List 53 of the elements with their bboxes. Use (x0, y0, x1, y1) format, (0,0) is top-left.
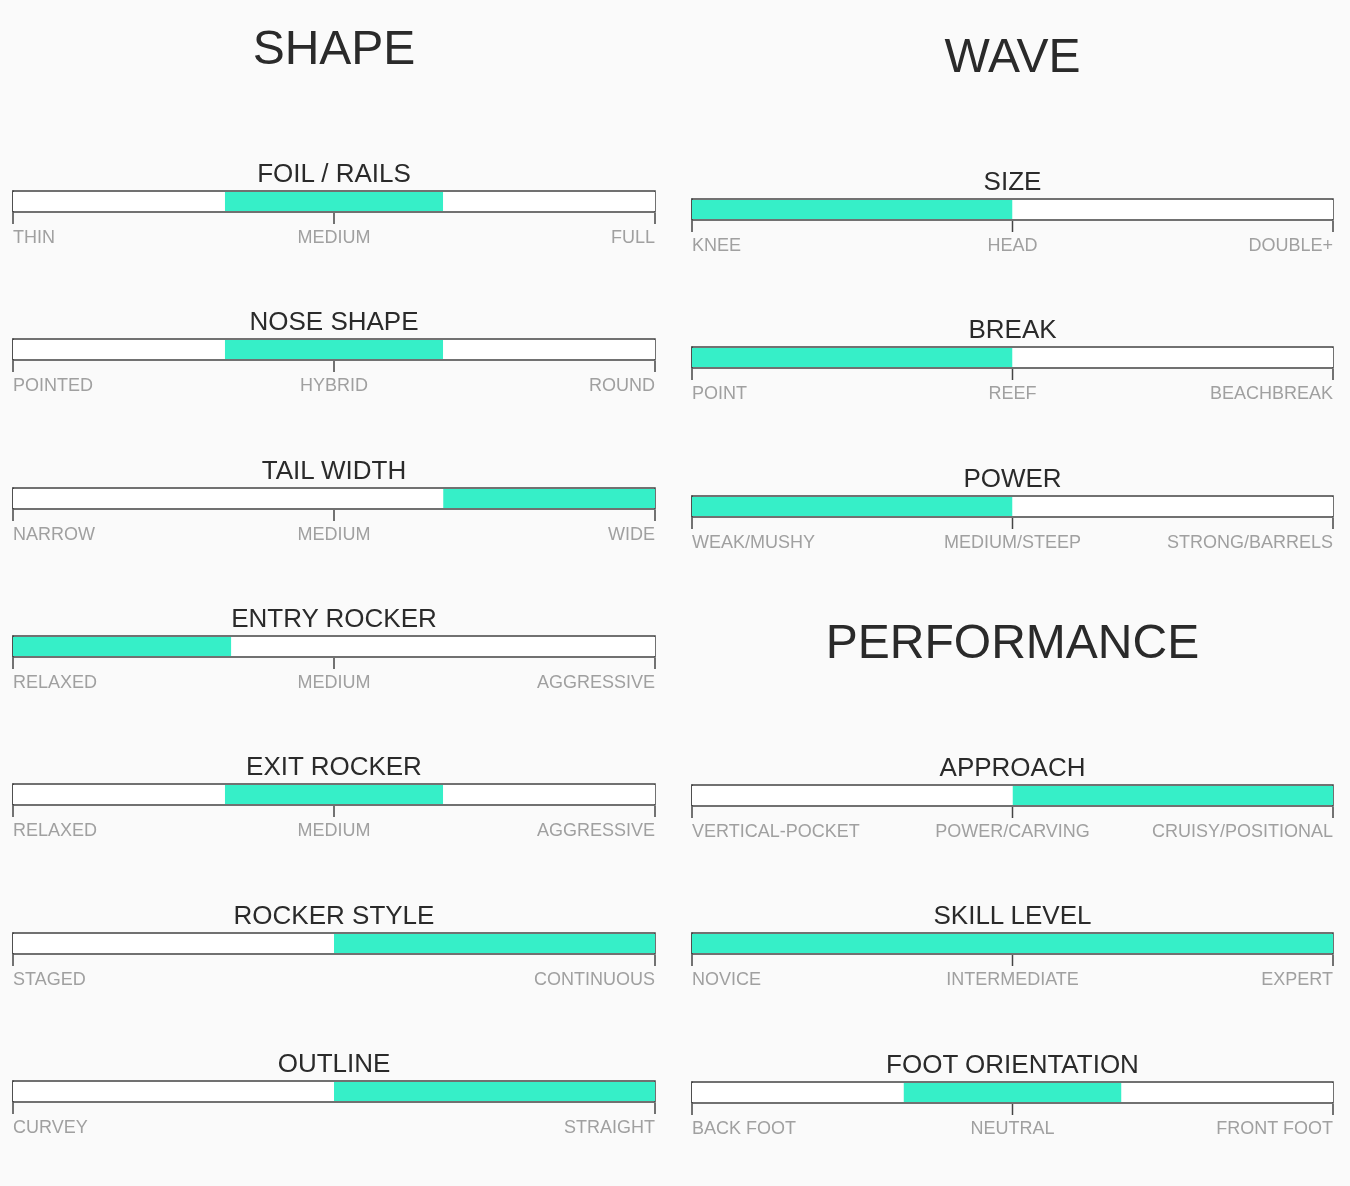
annotation: NEUTRAL (970, 1117, 1055, 1138)
annotation: FRONT FOOT (1216, 1117, 1333, 1138)
text: OUTLINE (277, 1047, 391, 1078)
annotation: POINTED (13, 375, 94, 396)
annotation: MEDIUM (297, 671, 371, 692)
text: ENTRY ROCKER (231, 602, 437, 633)
annotation: HYBRID (299, 375, 369, 396)
text: NOSE SHAPE (249, 306, 419, 337)
annotation: RELAXED (13, 820, 98, 841)
text: SKILL LEVEL (933, 900, 1092, 931)
text: POWER (963, 462, 1062, 493)
text: BREAK (968, 314, 1058, 345)
text: APPROACH (939, 751, 1086, 782)
annotation: INTERMEDIATE (946, 969, 1079, 990)
annotation: WIDE (608, 523, 655, 544)
annotation: KNEE (692, 235, 742, 255)
annotation: STRAIGHT (563, 1116, 655, 1137)
annotation: RELAXED (13, 671, 98, 692)
annotation: CURVEY (13, 1116, 88, 1137)
annotation: STAGED (13, 968, 86, 989)
annotation: STRONG/BARRELS (1166, 531, 1333, 552)
annotation: POINT (692, 383, 748, 404)
annotation: NOVICE (692, 969, 762, 990)
annotation: VERTICAL-POCKET (692, 820, 860, 841)
text: SHAPE (252, 20, 416, 74)
annotation: MEDIUM/STEEP (943, 531, 1082, 552)
annotation: AGGRESSIVE (536, 671, 655, 692)
annotation: ROUND (589, 375, 655, 396)
annotation: FULL (610, 227, 655, 247)
text: ROCKER STYLE (233, 899, 435, 930)
annotation: POWER/CARVING (935, 820, 1090, 841)
text: FOOT ORIENTATION (886, 1048, 1139, 1079)
annotation: CRUISY/POSITIONAL (1151, 820, 1333, 841)
annotation: BEACHBREAK (1209, 383, 1333, 404)
annotation: WEAK/MUSHY (692, 531, 816, 552)
text: PERFORMANCE (825, 614, 1200, 668)
annotation: NARROW (13, 523, 95, 544)
annotation: MEDIUM (297, 820, 371, 841)
annotation: MEDIUM (297, 227, 371, 247)
annotation: HEAD (987, 235, 1038, 255)
text: TAIL WIDTH (261, 454, 407, 485)
annotation: REEF (988, 383, 1037, 404)
annotation: THIN (13, 227, 55, 247)
annotation: EXPERT (1261, 969, 1333, 990)
text: FOIL / RAILS (257, 158, 411, 188)
text: EXIT ROCKER (246, 751, 422, 782)
annotation: CONTINUOUS (534, 968, 655, 989)
annotation: BACK FOOT (692, 1117, 797, 1138)
annotation: DOUBLE+ (1248, 235, 1333, 255)
annotation: MEDIUM (297, 523, 371, 544)
text: WAVE (944, 28, 1081, 82)
text: SIZE (983, 166, 1042, 196)
annotation: AGGRESSIVE (536, 820, 655, 841)
